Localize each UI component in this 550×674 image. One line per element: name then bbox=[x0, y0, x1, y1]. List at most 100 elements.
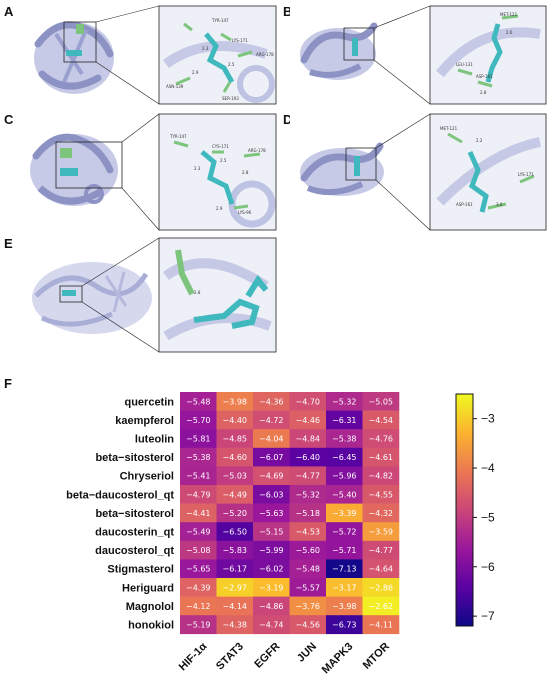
row-label: beta−sitosterol bbox=[95, 508, 174, 520]
heatmap-cell bbox=[289, 615, 327, 635]
cell-value-label: −6.45 bbox=[332, 453, 357, 462]
heatmap-cell bbox=[289, 596, 327, 616]
residue-label: TYR-147 bbox=[211, 18, 229, 23]
zoom-box bbox=[343, 27, 375, 61]
cell-value-label: −5.08 bbox=[186, 546, 211, 555]
cell-value-label: −5.57 bbox=[295, 583, 320, 592]
cell-value-label: −6.07 bbox=[259, 453, 284, 462]
column-label: STAT3 bbox=[214, 641, 246, 673]
docking-panel-e: 2.8 bbox=[16, 236, 278, 354]
heatmap-cell bbox=[216, 392, 254, 411]
heatmap-cell bbox=[180, 429, 217, 449]
heatmap-cell bbox=[362, 503, 400, 523]
cell-value-label: −6.03 bbox=[259, 490, 284, 499]
cell-value-label: −3.17 bbox=[332, 583, 357, 592]
heatmap-chart: −5.48 −3.98 −4.36 −4.70 −5.32 −5.05 −5.70 −4.40… bbox=[66, 392, 495, 674]
cell-value-label: −6.31 bbox=[332, 416, 357, 425]
distance-label: 2.3 bbox=[194, 166, 201, 171]
cell-value-label: −6.17 bbox=[222, 565, 247, 574]
heatmap-cell bbox=[326, 410, 363, 430]
cell-value-label: −5.81 bbox=[186, 435, 211, 444]
cell-value-label: −3.76 bbox=[295, 602, 320, 611]
heatmap-cell bbox=[216, 540, 254, 560]
row-label: Chryseriol bbox=[120, 471, 174, 483]
colorbar-tick-label: −3 bbox=[481, 412, 495, 426]
residue-label: ASN-139 bbox=[166, 84, 184, 89]
cell-value-label: −3.19 bbox=[259, 583, 284, 592]
heatmap-cell bbox=[326, 578, 363, 597]
heatmap-cell bbox=[362, 392, 400, 411]
heatmap-cell bbox=[326, 392, 363, 411]
cell-value-label: −4.82 bbox=[368, 472, 393, 481]
cell-value-label: −4.64 bbox=[368, 565, 393, 574]
cell-value-label: −4.04 bbox=[259, 435, 284, 444]
residue-label: ARG-178 bbox=[248, 148, 266, 153]
residue-label: MET-121 bbox=[500, 12, 518, 17]
heatmap-cell bbox=[362, 540, 400, 560]
heatmap-cell bbox=[216, 559, 254, 579]
cell-value-label: −5.38 bbox=[332, 435, 357, 444]
residue-label: TYR-147 bbox=[169, 134, 187, 139]
distance-label: 2.3 bbox=[202, 46, 209, 51]
heatmap-cell bbox=[216, 503, 254, 523]
cell-value-label: −4.14 bbox=[222, 602, 247, 611]
cell-value-label: −6.02 bbox=[259, 565, 284, 574]
cell-value-label: −4.12 bbox=[186, 602, 211, 611]
row-label: quercetin bbox=[124, 396, 174, 408]
heatmap-cell bbox=[253, 596, 290, 616]
heatmap-cell bbox=[253, 466, 290, 486]
cell-value-label: −4.76 bbox=[368, 435, 393, 444]
heatmap-cell bbox=[253, 429, 290, 449]
cell-value-label: −4.11 bbox=[368, 621, 393, 630]
cell-value-label: −4.77 bbox=[368, 546, 393, 555]
row-label: honokiol bbox=[128, 620, 174, 632]
colorbar: −3 −4 −5 −6 −7 bbox=[455, 393, 495, 627]
heatmap-cell bbox=[362, 429, 400, 449]
cell-value-label: −4.38 bbox=[222, 621, 247, 630]
residue-label: LYS-171 bbox=[518, 172, 534, 177]
heatmap-cell bbox=[289, 540, 327, 560]
heatmap-cell bbox=[180, 578, 217, 597]
residue-label: SER-193 bbox=[222, 96, 239, 101]
zoom-box bbox=[63, 21, 97, 63]
cell-value-label: −5.60 bbox=[295, 546, 320, 555]
heatmap-cell bbox=[289, 485, 327, 504]
residue-label: LYS-171 bbox=[232, 38, 248, 43]
docking-panel-d: MET-121 LYS-171 ASP-161 2.2 3.0 bbox=[290, 112, 548, 232]
cell-value-label: −4.86 bbox=[259, 602, 284, 611]
colorbar-tick-label: −6 bbox=[481, 560, 495, 574]
heatmap-cell bbox=[326, 615, 363, 635]
heatmap-cell bbox=[362, 410, 400, 430]
heatmap-cell bbox=[216, 466, 254, 486]
heatmap-cell bbox=[253, 615, 290, 635]
colorbar-tick-label: −5 bbox=[481, 510, 495, 524]
cell-value-label: −3.59 bbox=[368, 528, 393, 537]
distance-label: 2.5 bbox=[220, 158, 227, 163]
heatmap-cell bbox=[253, 578, 290, 597]
distance-label: 2.5 bbox=[228, 62, 235, 67]
panel-letter-a: A bbox=[4, 4, 14, 19]
heatmap-cell bbox=[253, 559, 290, 579]
distance-label: 2.8 bbox=[242, 170, 249, 175]
cell-value-label: −4.32 bbox=[368, 509, 393, 518]
heatmap-cell bbox=[253, 392, 290, 411]
residue-label: ARG-178 bbox=[256, 52, 274, 57]
heatmap-cell bbox=[180, 540, 217, 560]
heatmap-cell bbox=[326, 596, 363, 616]
heatmap-cell bbox=[180, 559, 217, 579]
distance-label: 3.0 bbox=[496, 202, 503, 207]
docking-panel-a: TYR-147 LYS-171 ARG-178 ASN-139 SER-193 … bbox=[16, 4, 278, 106]
cell-value-label: −4.55 bbox=[368, 490, 393, 499]
cell-value-label: −4.39 bbox=[186, 583, 211, 592]
cell-value-label: −6.73 bbox=[332, 621, 357, 630]
cell-value-label: −4.74 bbox=[259, 621, 284, 630]
heatmap-cell bbox=[253, 447, 290, 467]
cell-value-label: −2.86 bbox=[368, 583, 393, 592]
column-label: HIF-1α bbox=[177, 640, 210, 673]
heatmap-cell bbox=[180, 447, 217, 467]
protein-cartoon bbox=[30, 133, 118, 206]
protein-cartoon bbox=[300, 22, 378, 80]
heatmap-cell bbox=[326, 485, 363, 504]
heatmap-cell bbox=[216, 485, 254, 504]
cell-value-label: −5.49 bbox=[186, 528, 211, 537]
